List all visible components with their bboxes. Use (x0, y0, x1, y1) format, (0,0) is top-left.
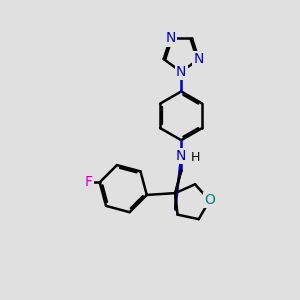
Text: N: N (194, 52, 204, 66)
Text: N: N (176, 65, 186, 79)
Text: O: O (204, 194, 215, 207)
Text: N: N (165, 32, 176, 46)
Text: N: N (176, 148, 186, 163)
Text: H: H (191, 151, 200, 164)
Text: F: F (84, 175, 92, 189)
